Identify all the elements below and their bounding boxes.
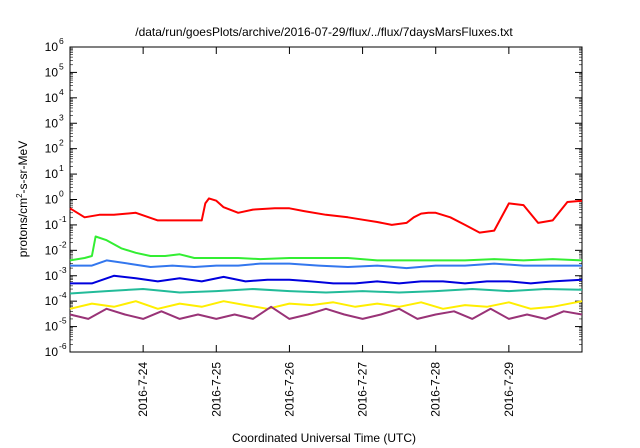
x-tick-label: 2016-7-27 [356, 362, 370, 417]
series-line-3 [70, 259, 582, 270]
y-tick-base: 10 [45, 40, 59, 54]
y-tick-exponent: -4 [59, 290, 67, 300]
y-tick-base: 10 [45, 269, 59, 283]
y-tick-label: 10 [45, 345, 59, 359]
y-tick-base: 10 [45, 65, 59, 79]
y-axis-label: protons/cm2-s-sr-MeV [15, 141, 30, 257]
y-tick-exponent: -6 [59, 341, 67, 351]
x-axis-label: Coordinated Universal Time (UTC) [232, 431, 416, 445]
y-tick-label: 10 [45, 218, 59, 232]
y-tick-base: 10 [45, 320, 59, 334]
y-tick-label: 10 [45, 91, 59, 105]
y-tick-exponent: 4 [59, 87, 64, 97]
x-tick-label: 2016-7-25 [209, 362, 223, 417]
series-line-4 [70, 274, 583, 285]
y-axis-label-superscript: 2 [15, 193, 24, 198]
y-tick-label: 10 [45, 65, 59, 79]
y-tick-exponent: 3 [59, 112, 64, 122]
y-tick-base: 10 [45, 116, 59, 130]
y-tick-exponent: 0 [59, 189, 64, 199]
chart-title: /data/run/goesPlots/archive/2016-07-29/f… [135, 25, 513, 39]
series-line-1 [69, 197, 583, 234]
y-tick-base: 10 [45, 193, 59, 207]
y-tick-label: 10 [45, 142, 59, 156]
y-tick-exponent: 6 [59, 36, 64, 46]
y-axis-label-main: protons/cm [16, 198, 30, 257]
y-tick-exponent: 1 [59, 163, 64, 173]
plot-marks: 10 -610 -510 -410 -310 -210 -110 010 110 210 310 41… [45, 36, 583, 417]
y-tick-base: 10 [45, 218, 59, 232]
y-tick-base: 10 [45, 294, 59, 308]
series-line-7 [69, 305, 583, 320]
y-tick-label: 10 [45, 269, 59, 283]
x-tick-label: 2016-7-24 [136, 362, 150, 417]
y-tick-base: 10 [45, 91, 59, 105]
y-tick-base: 10 [45, 345, 59, 359]
x-tick-label: 2016-7-29 [502, 362, 516, 417]
y-tick-exponent: -1 [59, 214, 67, 224]
series-line-6 [69, 300, 583, 310]
y-tick-base: 10 [45, 243, 59, 257]
y-tick-label: 10 [45, 116, 59, 130]
x-tick-label: 2016-7-28 [429, 362, 443, 417]
y-tick-exponent: 2 [59, 138, 64, 148]
y-tick-exponent: -2 [59, 239, 67, 249]
x-tick-label: 2016-7-26 [282, 362, 296, 417]
y-axis-label-rest: -s-sr-MeV [16, 141, 30, 194]
y-tick-label: 10 [45, 294, 59, 308]
y-tick-label: 10 [45, 193, 59, 207]
y-tick-label: 10 [45, 167, 59, 181]
plot-frame [69, 46, 583, 353]
series-line-5 [69, 288, 583, 295]
y-tick-base: 10 [45, 167, 59, 181]
y-tick-label: 10 [45, 320, 59, 334]
y-tick-base: 10 [45, 142, 59, 156]
y-tick-label: 10 [45, 40, 59, 54]
y-tick-exponent: 5 [59, 61, 64, 71]
y-tick-exponent: -3 [59, 265, 67, 275]
y-tick-label: 10 [45, 243, 59, 257]
series-line-2 [69, 235, 583, 262]
y-tick-exponent: -5 [59, 316, 67, 326]
